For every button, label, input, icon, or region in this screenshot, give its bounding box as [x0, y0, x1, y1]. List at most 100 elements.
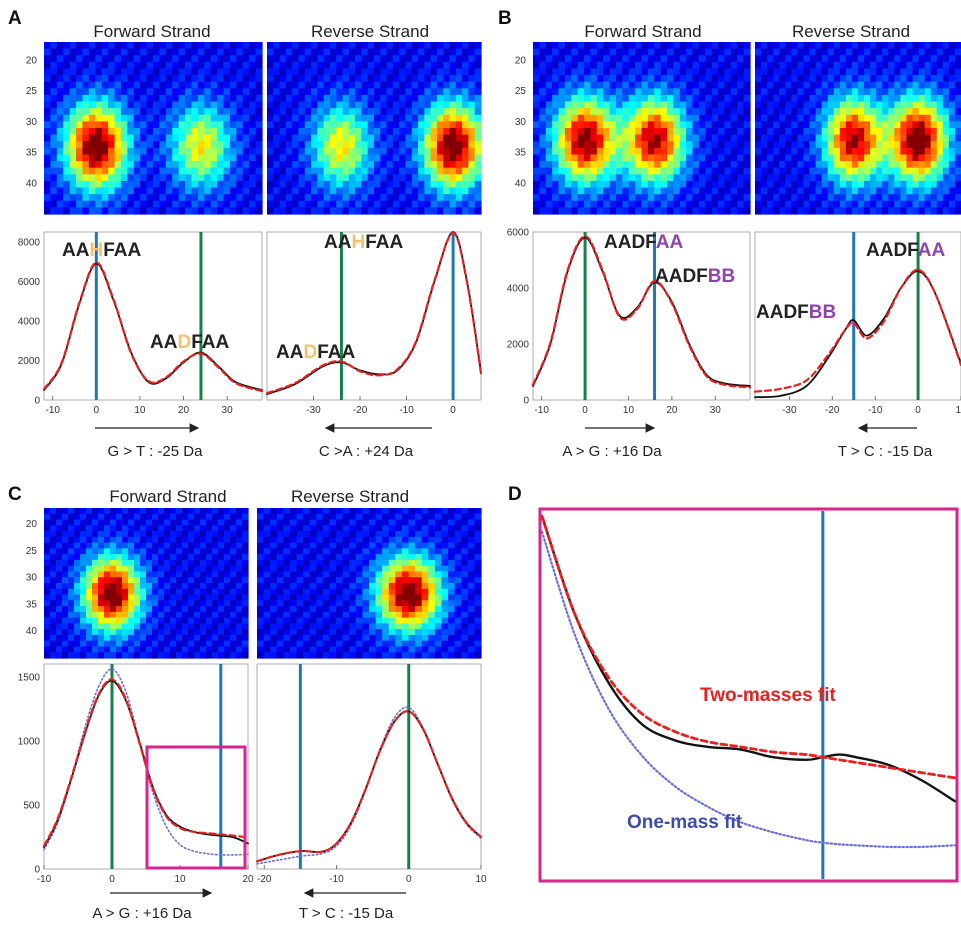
- heatmap-cell: [584, 55, 592, 63]
- heatmap-cell: [236, 652, 243, 659]
- heatmap-cell: [82, 128, 90, 136]
- heatmap-cell: [864, 88, 871, 96]
- heatmap-cell: [212, 519, 219, 526]
- heatmap-cell: [761, 88, 768, 96]
- heatmap-cell: [349, 513, 357, 521]
- heatmap-cell: [200, 634, 207, 642]
- heatmap-cell: [204, 194, 212, 202]
- heatmap-cell: [276, 646, 284, 653]
- heatmap-cell: [615, 200, 623, 208]
- heatmap-cell: [539, 207, 547, 215]
- heatmap-cell: [164, 640, 171, 648]
- heatmap-cell: [69, 81, 77, 89]
- heatmap-cell: [686, 55, 694, 63]
- heatmap-cell: [628, 147, 636, 156]
- heatmap-cell: [382, 536, 390, 544]
- heatmap-cell: [178, 200, 186, 208]
- heatmap-cell: [101, 128, 109, 136]
- heatmap-cell: [86, 542, 93, 549]
- heatmap-cell: [912, 167, 920, 175]
- heatmap-cell: [165, 187, 173, 195]
- heatmap-cell: [851, 68, 859, 76]
- heatmap-cell: [236, 174, 244, 182]
- heatmap-cell: [217, 48, 225, 56]
- heatmap-cell: [152, 577, 159, 584]
- heatmap-cell: [165, 141, 173, 149]
- heatmap-cell: [821, 141, 829, 149]
- heatmap-cell: [791, 128, 799, 136]
- heatmap-cell: [894, 174, 902, 182]
- heatmap-cell: [430, 114, 438, 122]
- heatmap-cell: [845, 81, 853, 89]
- heatmap-cell: [86, 554, 93, 561]
- heatmap-cell: [95, 101, 103, 109]
- heatmap-cell: [362, 519, 370, 526]
- heatmap-cell: [349, 629, 357, 636]
- heatmap-cell: [323, 128, 331, 136]
- heatmap-cell: [430, 187, 438, 195]
- heatmap-cell: [108, 68, 116, 76]
- heatmap-cell: [182, 548, 189, 555]
- heatmap-cell: [564, 108, 572, 116]
- heatmap-cell: [223, 48, 231, 56]
- heatmap-cell: [392, 200, 400, 208]
- heatmap-cell: [679, 101, 687, 109]
- heatmap-cell: [182, 600, 189, 607]
- heatmap-cell: [533, 167, 540, 175]
- heatmap-cell: [954, 134, 961, 142]
- heatmap-cell: [584, 161, 592, 169]
- heatmap-cell: [418, 68, 425, 76]
- heatmap-cell: [455, 154, 463, 162]
- heatmap-cell: [88, 55, 96, 63]
- heatmap-cell: [133, 141, 141, 149]
- heatmap-cell: [82, 187, 90, 195]
- heatmap-cell: [255, 200, 263, 208]
- heatmap-cell: [317, 174, 325, 182]
- heatmap-cell: [894, 154, 902, 162]
- heatmap-cell: [930, 134, 938, 142]
- heatmap-cell: [185, 101, 193, 109]
- heatmap-cell: [797, 187, 805, 195]
- heatmap-cell: [329, 554, 337, 561]
- heatmap-cell: [158, 652, 165, 659]
- heatmap-cell: [558, 200, 566, 208]
- heatmap-cell: [362, 583, 370, 590]
- heatmap-cell: [730, 187, 738, 195]
- heatmap-cell: [882, 101, 889, 109]
- heatmap-cell: [724, 68, 732, 76]
- heatmap-cell: [845, 108, 853, 116]
- heatmap-cell: [110, 508, 117, 515]
- heatmap-cell: [188, 531, 195, 538]
- heatmap-cell: [116, 640, 123, 648]
- heatmap-cell: [133, 101, 141, 109]
- heatmap-cell: [584, 154, 592, 162]
- heatmap-cell: [942, 128, 950, 136]
- heatmap-cell: [86, 577, 93, 584]
- heatmap-cell: [172, 48, 180, 56]
- heatmap-cell: [564, 154, 572, 162]
- heatmap-cell: [74, 588, 81, 596]
- heatmap-cell: [336, 154, 344, 162]
- heatmap-cell: [411, 61, 419, 70]
- heatmap-cell: [673, 75, 681, 83]
- heatmap-cell: [44, 108, 52, 116]
- heatmap-cell: [185, 42, 193, 50]
- heatmap-cell: [858, 108, 865, 116]
- heatmap-cell: [839, 88, 847, 96]
- heatmap-cell: [545, 55, 553, 63]
- heatmap-cell: [779, 88, 786, 96]
- heatmap-cell: [388, 617, 396, 624]
- heatmap-cell: [204, 88, 212, 96]
- heatmap-cell: [474, 48, 482, 56]
- heatmap-cell: [815, 187, 823, 195]
- heatmap-cell: [539, 141, 547, 149]
- heatmap-cell: [182, 542, 189, 549]
- heatmap-cell: [355, 161, 363, 169]
- heatmap-cell: [140, 531, 147, 538]
- heatmap-cell: [367, 200, 375, 208]
- heatmap-cell: [436, 167, 444, 175]
- heatmap-cell: [654, 75, 662, 83]
- heatmap-cell: [948, 55, 956, 63]
- heatmap-cell: [436, 81, 444, 89]
- heatmap-cell: [95, 88, 103, 96]
